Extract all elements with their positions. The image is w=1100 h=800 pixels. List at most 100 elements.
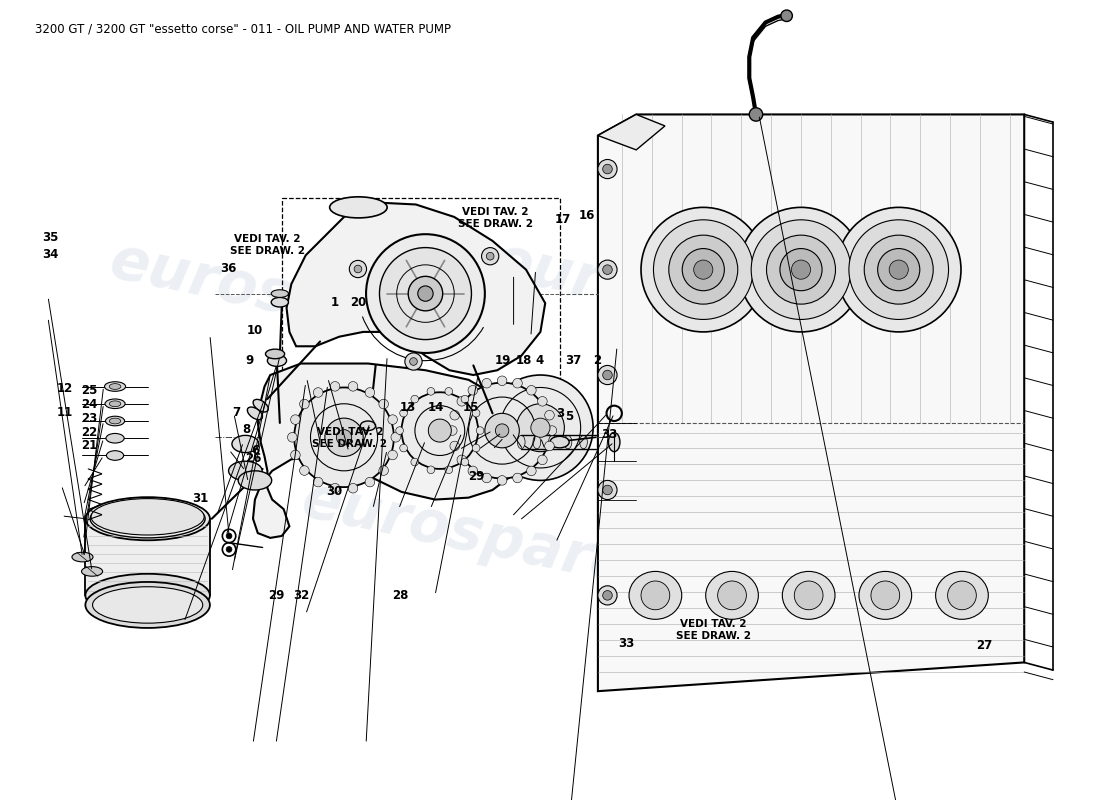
Circle shape bbox=[749, 108, 762, 121]
Circle shape bbox=[408, 276, 442, 311]
Circle shape bbox=[450, 410, 460, 420]
Text: eurospares: eurospares bbox=[488, 232, 861, 365]
Ellipse shape bbox=[361, 421, 375, 430]
Text: eurospares: eurospares bbox=[297, 472, 669, 604]
Circle shape bbox=[456, 455, 466, 465]
Circle shape bbox=[538, 397, 547, 406]
Circle shape bbox=[472, 410, 480, 417]
Circle shape bbox=[390, 433, 400, 442]
Circle shape bbox=[598, 159, 617, 178]
Text: 29: 29 bbox=[267, 589, 284, 602]
Text: 20: 20 bbox=[350, 296, 366, 309]
Text: 4: 4 bbox=[536, 354, 543, 366]
Ellipse shape bbox=[92, 586, 202, 623]
Text: 36: 36 bbox=[220, 262, 236, 274]
Text: 9: 9 bbox=[245, 354, 254, 366]
Circle shape bbox=[294, 387, 394, 487]
Ellipse shape bbox=[109, 384, 121, 390]
Circle shape bbox=[751, 220, 850, 319]
Circle shape bbox=[378, 466, 388, 475]
Bar bbox=[86, 518, 210, 595]
Text: 32: 32 bbox=[294, 589, 309, 602]
Circle shape bbox=[669, 235, 738, 304]
Text: VEDI TAV. 2
SEE DRAW. 2: VEDI TAV. 2 SEE DRAW. 2 bbox=[458, 207, 532, 229]
Circle shape bbox=[365, 478, 375, 487]
Ellipse shape bbox=[104, 382, 125, 391]
Circle shape bbox=[290, 415, 300, 424]
Ellipse shape bbox=[248, 407, 263, 420]
Circle shape bbox=[482, 473, 492, 482]
Ellipse shape bbox=[534, 435, 541, 449]
Circle shape bbox=[427, 387, 434, 395]
Text: 28: 28 bbox=[393, 589, 408, 602]
Circle shape bbox=[330, 483, 340, 493]
Ellipse shape bbox=[72, 552, 94, 562]
Circle shape bbox=[468, 466, 477, 476]
Text: 3200 GT / 3200 GT "essetto corse" - 011 - OIL PUMP AND WATER PUMP: 3200 GT / 3200 GT "essetto corse" - 011 … bbox=[34, 22, 451, 35]
Circle shape bbox=[324, 418, 363, 457]
Circle shape bbox=[427, 466, 434, 474]
Circle shape bbox=[444, 387, 452, 395]
Ellipse shape bbox=[488, 415, 502, 426]
Circle shape bbox=[388, 450, 397, 460]
Circle shape bbox=[472, 444, 480, 452]
Circle shape bbox=[538, 455, 547, 465]
Circle shape bbox=[418, 286, 433, 302]
Ellipse shape bbox=[86, 582, 210, 628]
Text: 19: 19 bbox=[494, 354, 510, 366]
Circle shape bbox=[544, 441, 554, 450]
Text: 17: 17 bbox=[554, 214, 571, 226]
Text: 31: 31 bbox=[192, 491, 208, 505]
Circle shape bbox=[450, 441, 460, 450]
Circle shape bbox=[836, 207, 961, 332]
Circle shape bbox=[878, 249, 920, 290]
Ellipse shape bbox=[229, 462, 262, 481]
Ellipse shape bbox=[109, 418, 121, 424]
Circle shape bbox=[641, 207, 766, 332]
Text: 1: 1 bbox=[331, 296, 339, 309]
Circle shape bbox=[366, 234, 485, 353]
Circle shape bbox=[739, 207, 864, 332]
Circle shape bbox=[482, 248, 498, 265]
Ellipse shape bbox=[549, 435, 557, 449]
Circle shape bbox=[454, 382, 550, 478]
Circle shape bbox=[411, 458, 419, 466]
Text: 7: 7 bbox=[232, 406, 240, 419]
Circle shape bbox=[544, 410, 554, 420]
Circle shape bbox=[531, 418, 550, 438]
Polygon shape bbox=[253, 363, 521, 538]
Circle shape bbox=[495, 424, 509, 438]
Ellipse shape bbox=[859, 571, 912, 619]
Text: 29: 29 bbox=[468, 470, 484, 483]
Circle shape bbox=[603, 485, 613, 494]
Text: 2: 2 bbox=[593, 354, 602, 366]
Ellipse shape bbox=[782, 571, 835, 619]
Text: eurospares: eurospares bbox=[104, 232, 477, 365]
Circle shape bbox=[791, 260, 811, 279]
Circle shape bbox=[299, 399, 309, 409]
Text: 35: 35 bbox=[42, 231, 58, 244]
Circle shape bbox=[227, 533, 232, 539]
Ellipse shape bbox=[86, 497, 210, 540]
Text: 18: 18 bbox=[516, 354, 531, 366]
Circle shape bbox=[486, 252, 494, 260]
Circle shape bbox=[337, 430, 352, 445]
Ellipse shape bbox=[608, 433, 620, 452]
Text: 27: 27 bbox=[976, 638, 992, 652]
Circle shape bbox=[694, 260, 713, 279]
Circle shape bbox=[603, 370, 613, 380]
Text: 6: 6 bbox=[251, 444, 260, 457]
Circle shape bbox=[399, 444, 407, 452]
Text: 33: 33 bbox=[618, 637, 634, 650]
Circle shape bbox=[405, 353, 422, 370]
Text: 8: 8 bbox=[242, 422, 251, 435]
Text: 15: 15 bbox=[463, 401, 480, 414]
Text: 12: 12 bbox=[57, 382, 74, 395]
Text: 13: 13 bbox=[399, 401, 416, 414]
Circle shape bbox=[871, 581, 900, 610]
Circle shape bbox=[849, 220, 948, 319]
Text: 30: 30 bbox=[326, 486, 342, 498]
Circle shape bbox=[682, 249, 725, 290]
Ellipse shape bbox=[267, 355, 286, 366]
Circle shape bbox=[482, 378, 492, 388]
